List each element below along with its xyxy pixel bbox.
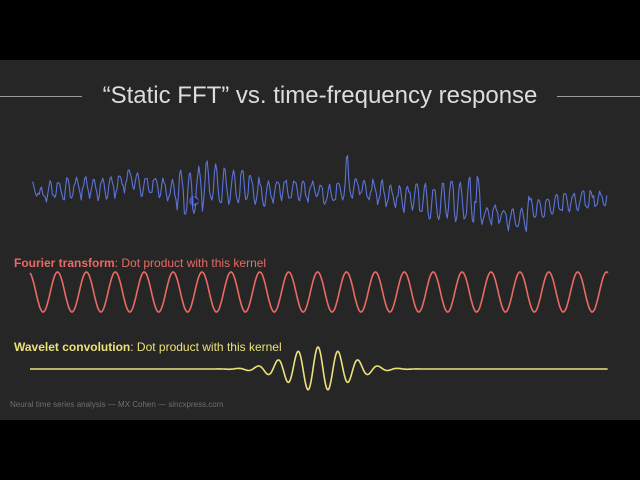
- wavelet-caption-rest: : Dot product with this kernel: [130, 340, 282, 354]
- wavelet-caption-bold: Wavelet convolution: [14, 340, 131, 354]
- title-rule-left: [0, 96, 82, 97]
- wavelet-caption: Wavelet convolution: Dot product with th…: [14, 340, 282, 354]
- cursor-highlight: [189, 196, 199, 206]
- slide-title: “Static FFT” vs. time-frequency response: [102, 82, 538, 109]
- wavelet-kernel-plot: [30, 345, 608, 391]
- fourier-caption-bold: Fourier transform: [14, 256, 115, 270]
- signal-trace-plot: [31, 155, 608, 233]
- footer-credit: Neural time series analysis — MX Cohen —…: [10, 400, 224, 409]
- fourier-caption-rest: : Dot product with this kernel: [114, 256, 267, 270]
- fourier-kernel-sine: [29, 271, 609, 313]
- fourier-caption: Fourier transform: Dot product with this…: [14, 256, 266, 270]
- title-rule-right: [557, 96, 640, 97]
- wavelet-kernel: [30, 345, 608, 391]
- signal-trace: [31, 155, 608, 233]
- lecture-slide: “Static FFT” vs. time-frequency response…: [0, 60, 640, 420]
- fourier-kernel-plot: [29, 271, 609, 313]
